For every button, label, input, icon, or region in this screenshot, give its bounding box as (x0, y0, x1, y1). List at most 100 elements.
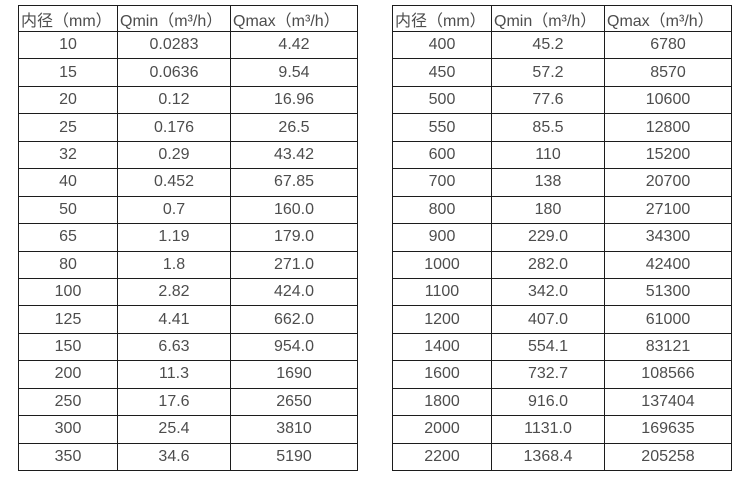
column-header: Qmax（m³/h） (604, 5, 732, 32)
column-header: 内径（mm） (18, 5, 118, 32)
table-cell: 350 (18, 442, 118, 472)
table-cell: 916.0 (491, 387, 605, 417)
table-cell: 1100 (392, 277, 492, 307)
table-cell: 271.0 (230, 250, 358, 279)
table-cell: 550 (392, 113, 492, 142)
table-row: 250 17.6 2650 (18, 387, 358, 417)
table-cell: 160.0 (230, 195, 358, 225)
table-cell: 51300 (604, 277, 732, 307)
table-row: 32 0.29 43.42 (18, 140, 358, 170)
table-cell: 26.5 (230, 113, 358, 142)
table-cell: 900 (392, 223, 492, 252)
table-row: 200 11.3 1690 (18, 360, 358, 389)
table-cell: 42400 (604, 250, 732, 279)
table-cell: 229.0 (491, 223, 605, 252)
table-cell: 2.82 (117, 277, 231, 307)
table-cell: 20700 (604, 168, 732, 197)
table-cell: 9.54 (230, 58, 358, 87)
table-row: 50 0.7 160.0 (18, 195, 358, 225)
table-cell: 27100 (604, 195, 732, 225)
table-row: 1200 407.0 61000 (392, 305, 732, 334)
table-row: 15 0.0636 9.54 (18, 58, 358, 87)
column-header: 内径（mm） (392, 5, 492, 32)
table-cell: 32 (18, 140, 118, 170)
table-cell: 80 (18, 250, 118, 279)
table-cell: 77.6 (491, 85, 605, 115)
table-cell: 1000 (392, 250, 492, 279)
table-cell: 1.8 (117, 250, 231, 279)
table-cell: 57.2 (491, 58, 605, 87)
table-cell: 662.0 (230, 305, 358, 334)
table-row: 80 1.8 271.0 (18, 250, 358, 279)
table-cell: 554.1 (491, 332, 605, 362)
table-cell: 179.0 (230, 223, 358, 252)
table-cell: 15200 (604, 140, 732, 170)
table-cell: 205258 (604, 442, 732, 472)
table-cell: 5190 (230, 442, 358, 472)
table-row: 100 2.82 424.0 (18, 277, 358, 307)
flow-table-small-diameters: 内径（mm） Qmin（m³/h） Qmax（m³/h） 10 0.0283 4.42 1… (18, 5, 358, 472)
table-cell: 600 (392, 140, 492, 170)
table-row: 25 0.176 26.5 (18, 113, 358, 142)
table-cell: 83121 (604, 332, 732, 362)
table-cell: 0.0283 (117, 30, 231, 60)
table-row: 500 77.6 10600 (392, 85, 732, 115)
table-cell: 3810 (230, 415, 358, 444)
table-row: 10 0.0283 4.42 (18, 30, 358, 60)
table-cell: 424.0 (230, 277, 358, 307)
table-cell: 700 (392, 168, 492, 197)
table-cell: 61000 (604, 305, 732, 334)
table-row: 1800 916.0 137404 (392, 387, 732, 417)
table-cell: 0.0636 (117, 58, 231, 87)
table-cell: 43.42 (230, 140, 358, 170)
table-cell: 138 (491, 168, 605, 197)
table-cell: 12800 (604, 113, 732, 142)
table-row: 800 180 27100 (392, 195, 732, 225)
table-row: 350 34.6 5190 (18, 442, 358, 472)
table-cell: 0.452 (117, 168, 231, 197)
table-cell: 20 (18, 85, 118, 115)
table-row: 20 0.12 16.96 (18, 85, 358, 115)
table-cell: 2000 (392, 415, 492, 444)
flow-table-large-diameters: 内径（mm） Qmin（m³/h） Qmax（m³/h） 400 45.2 6780 45… (392, 5, 732, 472)
table-cell: 500 (392, 85, 492, 115)
table-row: 1100 342.0 51300 (392, 277, 732, 307)
table-cell: 800 (392, 195, 492, 225)
table-cell: 200 (18, 360, 118, 389)
table-row: 125 4.41 662.0 (18, 305, 358, 334)
table-row: 150 6.63 954.0 (18, 332, 358, 362)
table-row: 700 138 20700 (392, 168, 732, 197)
table-row: 600 110 15200 (392, 140, 732, 170)
table-cell: 45.2 (491, 30, 605, 60)
table-row: 400 45.2 6780 (392, 30, 732, 60)
table-cell: 34.6 (117, 442, 231, 472)
table-cell: 4.41 (117, 305, 231, 334)
table-cell: 50 (18, 195, 118, 225)
table-cell: 954.0 (230, 332, 358, 362)
table-row: 40 0.452 67.85 (18, 168, 358, 197)
table-row: 550 85.5 12800 (392, 113, 732, 142)
table-cell: 732.7 (491, 360, 605, 389)
table-cell: 110 (491, 140, 605, 170)
table-cell: 1.19 (117, 223, 231, 252)
table-cell: 6.63 (117, 332, 231, 362)
column-header: Qmax（m³/h） (230, 5, 358, 32)
table-cell: 85.5 (491, 113, 605, 142)
table-row: 300 25.4 3810 (18, 415, 358, 444)
table-row: 65 1.19 179.0 (18, 223, 358, 252)
table-cell: 250 (18, 387, 118, 417)
header-row: 内径（mm） Qmin（m³/h） Qmax（m³/h） (18, 5, 358, 32)
table-cell: 137404 (604, 387, 732, 417)
table-cell: 15 (18, 58, 118, 87)
table-cell: 65 (18, 223, 118, 252)
column-header: Qmin（m³/h） (117, 5, 231, 32)
table-cell: 0.176 (117, 113, 231, 142)
table-cell: 0.7 (117, 195, 231, 225)
header-row: 内径（mm） Qmin（m³/h） Qmax（m³/h） (392, 5, 732, 32)
table-cell: 1131.0 (491, 415, 605, 444)
table-cell: 342.0 (491, 277, 605, 307)
table-cell: 180 (491, 195, 605, 225)
table-cell: 150 (18, 332, 118, 362)
table-cell: 108566 (604, 360, 732, 389)
